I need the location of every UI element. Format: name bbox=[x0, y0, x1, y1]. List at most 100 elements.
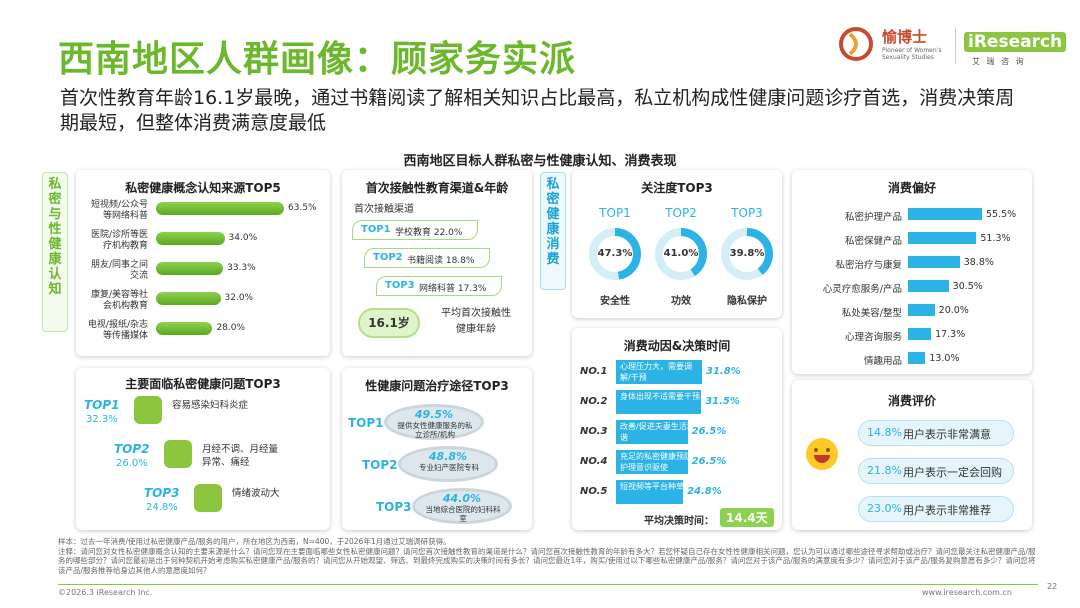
awareness-value: 28.0% bbox=[216, 323, 246, 333]
preference-label: 心理咨询服务 bbox=[844, 332, 902, 343]
smile-icon bbox=[806, 438, 838, 470]
treatment-pct: 44.0% bbox=[442, 492, 482, 505]
footer-notes: 样本：过去一年消费/使用过私密健康产品/服务的用户，所在地区为西南，N=400，… bbox=[58, 537, 1038, 575]
evaluation-pct: 23.0% bbox=[867, 502, 902, 515]
preference-value: 17.3% bbox=[935, 329, 966, 340]
problem-text: 容易感染妇科炎症 bbox=[172, 400, 249, 411]
treatment-oval: 48.8% 专业妇产医院专科 bbox=[398, 446, 498, 482]
page-subtitle: 首次性教育年龄16.1岁最晚，通过书籍阅读了解相关知识占比最高，私立机构成性健康… bbox=[60, 87, 1015, 134]
stress-face-icon bbox=[194, 484, 222, 512]
preference-bar bbox=[908, 280, 949, 292]
preference-card: 消费偏好 私密护理产品 55.5% 私密保健产品 51.3% 私密治疗与康复 38.8% 心… bbox=[792, 170, 1032, 374]
attention-value: 41.0% bbox=[663, 248, 699, 259]
awareness-bar bbox=[156, 262, 224, 275]
treatment-text: 专业妇产医院专科 bbox=[419, 463, 479, 472]
problems-title: 主要面临私密健康问题TOP3 bbox=[125, 377, 281, 391]
treatment-rank: TOP1 bbox=[348, 416, 384, 430]
iresearch-wordmark: iResearch bbox=[964, 32, 1067, 52]
brand-logo-icon bbox=[839, 27, 873, 61]
treatment-oval: 49.5% 提供女性健康服务的私立诊所/机构 bbox=[384, 404, 484, 440]
attention-label: 功效 bbox=[671, 296, 691, 307]
motivation-bar bbox=[616, 420, 688, 444]
treatment-rank: TOP2 bbox=[362, 458, 398, 472]
brand-tagline: Pioneer of Women's Sexuality Studies bbox=[882, 47, 942, 61]
awareness-label: 康复/美容等社会机构教育 bbox=[90, 290, 148, 311]
brand-logo: 愉博士 Pioneer of Women's Sexuality Studies bbox=[838, 22, 958, 68]
awareness-bar bbox=[156, 322, 213, 335]
edu-channel: TOP2 书籍阅读 18.8% bbox=[364, 248, 490, 268]
problem-text: 月经不调、月经量异常、痛经 bbox=[202, 444, 279, 468]
preference-value: 30.5% bbox=[952, 281, 983, 292]
problem-rank: TOP2 bbox=[114, 442, 150, 456]
evaluation-pill: 23.0% 用户表示非常推荐 bbox=[858, 496, 1014, 522]
attention-value: 47.3% bbox=[597, 248, 633, 259]
attention-donut bbox=[655, 228, 707, 280]
edu-channel: TOP3 网络科普 17.3% bbox=[376, 276, 502, 296]
decision-time-value: 14.4天 bbox=[720, 508, 774, 527]
awareness-bar bbox=[156, 292, 221, 305]
preference-label: 私密护理产品 bbox=[844, 212, 902, 223]
first-edu-card: 首次接触性教育渠道&年龄 首次接触渠道 TOP1 学校教育 22.0% TOP2 书籍… bbox=[342, 170, 532, 356]
motivation-title: 消费动因&决策时间 bbox=[623, 339, 731, 353]
footer-url[interactable]: www.iresearch.com.cn bbox=[922, 588, 1012, 597]
evaluation-pill: 21.8% 用户表示一定会回购 bbox=[858, 458, 1014, 484]
motivation-value: 26.5% bbox=[691, 426, 727, 437]
motivation-bar bbox=[616, 390, 702, 414]
treatment-card: 性健康问题治疗途径TOP3 TOP1 49.5% 提供女性健康服务的私立诊所/机构 T… bbox=[342, 368, 532, 530]
preference-value: 13.0% bbox=[929, 353, 960, 364]
problem-rank: TOP1 bbox=[84, 398, 120, 412]
donut-fill bbox=[655, 228, 707, 280]
treatment-pct: 48.8% bbox=[428, 450, 468, 463]
edu-text: 书籍阅读 18.8% bbox=[407, 256, 475, 266]
main-chart-title: 西南地区目标人群私密与性健康认知、消费表现 bbox=[403, 154, 677, 169]
preference-label: 私处美容/整型 bbox=[841, 308, 902, 319]
edu-text: 网络科普 17.3% bbox=[419, 284, 487, 294]
evaluation-text: 用户表示非常推荐 bbox=[903, 504, 991, 517]
treatment-text: 当地综合医院的妇科科室 bbox=[425, 505, 501, 523]
attention-title: 关注度TOP3 bbox=[641, 181, 713, 195]
awareness-label: 电视/报纸/杂志等传播媒体 bbox=[87, 320, 148, 341]
attention-card: 关注度TOP3 TOP1 47.3% 安全性 TOP2 41.0% 功效 TOP3 39.8%… bbox=[572, 170, 782, 318]
motivation-text: 改善/促进夫妻生活和谐 bbox=[620, 422, 695, 442]
motivation-bar bbox=[616, 450, 688, 474]
footer-sample: 样本：过去一年消费/使用过私密健康产品/服务的用户，所在地区为西南，N=400，… bbox=[58, 537, 451, 546]
motivation-value: 31.8% bbox=[706, 366, 741, 377]
side-label-consumption: 私密健康消费 bbox=[540, 172, 566, 290]
preference-value: 51.3% bbox=[980, 233, 1011, 244]
preference-value: 20.0% bbox=[938, 305, 969, 316]
first-edu-title: 首次接触性教育渠道&年龄 bbox=[365, 181, 509, 195]
awareness-bar bbox=[156, 232, 225, 245]
awareness-card: 私密健康概念认知来源TOP5 短视频/公众号等网络科普 63.5% 医院/诊所等医疗… bbox=[76, 170, 330, 356]
motivation-text: 身体出现不适需要干预 bbox=[620, 392, 700, 401]
problem-pct: 24.8% bbox=[146, 502, 178, 513]
attention-donut bbox=[589, 228, 641, 280]
preference-bar bbox=[908, 304, 935, 316]
attention-rank: TOP2 bbox=[665, 206, 697, 220]
problem-pct: 26.0% bbox=[116, 458, 148, 469]
iresearch-logo: iResearch 艾 瑞 咨 询 bbox=[962, 30, 1067, 70]
logo-divider bbox=[955, 28, 956, 64]
evaluation-title: 消费评价 bbox=[887, 394, 936, 408]
preference-label: 心灵疗愈服务/产品 bbox=[822, 284, 902, 295]
evaluation-card: 消费评价 14.8% 用户表示非常满意 21.8% 用户表示一定会回购 23.0% 用户表… bbox=[792, 380, 1032, 530]
edu-text: 学校教育 22.0% bbox=[395, 228, 463, 238]
first-edu-sub: 首次接触渠道 bbox=[354, 204, 414, 215]
decision-time-label: 平均决策时间： bbox=[644, 516, 714, 527]
motivation-value: 26.5% bbox=[691, 456, 727, 467]
evaluation-pct: 21.8% bbox=[867, 464, 902, 477]
attention-label: 隐私保护 bbox=[727, 296, 767, 307]
bath-icon bbox=[134, 396, 162, 424]
awareness-label: 短视频/公众号等网络科普 bbox=[90, 200, 148, 221]
motivation-rank: NO.5 bbox=[580, 486, 608, 497]
preference-label: 私密治疗与康复 bbox=[835, 260, 902, 271]
treatment-oval: 44.0% 当地综合医院的妇科科室 bbox=[412, 488, 512, 524]
motivation-rank: NO.2 bbox=[580, 396, 608, 407]
awareness-value: 63.5% bbox=[288, 203, 317, 213]
awareness-title: 私密健康概念认知来源TOP5 bbox=[125, 181, 281, 195]
preference-value: 55.5% bbox=[986, 209, 1017, 220]
attention-label: 安全性 bbox=[600, 296, 630, 307]
edu-rank: TOP3 bbox=[385, 280, 415, 291]
preference-bar bbox=[908, 328, 932, 340]
awareness-value: 32.0% bbox=[224, 293, 254, 303]
attention-value: 39.8% bbox=[729, 248, 765, 259]
